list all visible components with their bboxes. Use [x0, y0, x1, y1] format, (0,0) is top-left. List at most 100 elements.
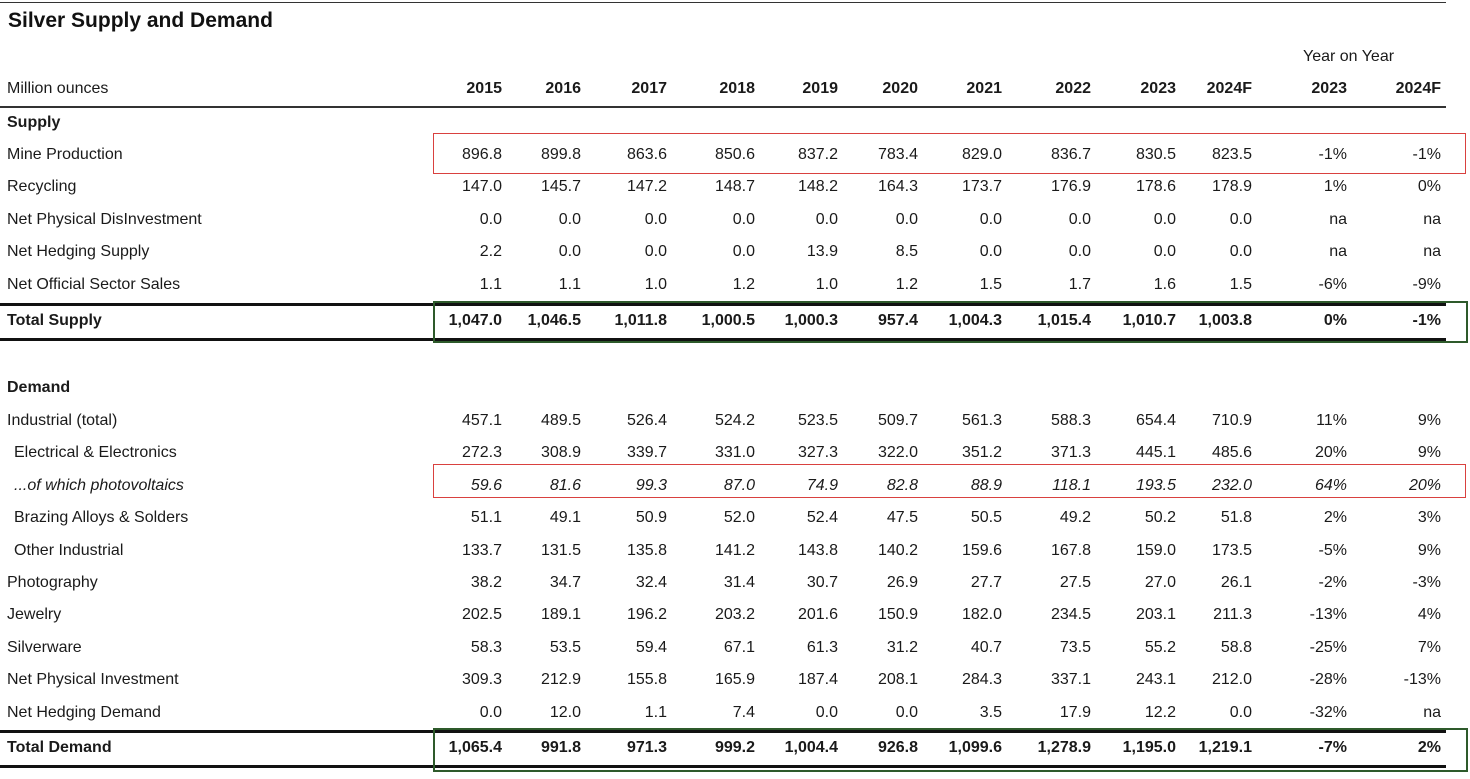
cell-2020: 31.2 — [886, 639, 918, 656]
cell-2017: 1.0 — [644, 276, 667, 293]
table-row-brazing-alloys-solders: Brazing Alloys & Solders 51.1 49.1 50.9 52.0… — [0, 503, 1446, 535]
cell-2022: 1,278.9 — [1037, 739, 1091, 756]
cell-2024F: 0.0 — [1229, 243, 1252, 260]
cell-2017: 99.3 — [635, 477, 667, 494]
cell-2024F: 51.8 — [1220, 509, 1252, 526]
yoy-cell-2024F: na — [1423, 243, 1441, 260]
cell-2018: 67.1 — [723, 639, 755, 656]
cell-2022: 234.5 — [1050, 606, 1091, 623]
year-header-2023: 2023 — [1140, 80, 1176, 97]
cell-2022: 73.5 — [1059, 639, 1091, 656]
cell-2019: 0.0 — [815, 211, 838, 228]
cell-2015: 1.1 — [479, 276, 502, 293]
cell-2016: 991.8 — [540, 739, 581, 756]
yoy-header-2023: 2023 — [1311, 80, 1347, 97]
cell-2021: 1,004.3 — [948, 312, 1002, 329]
cell-2019: 74.9 — [806, 477, 838, 494]
cell-2015: 272.3 — [461, 444, 502, 461]
cell-2016: 12.0 — [549, 704, 581, 721]
table-row-recycling: Recycling 147.0 145.7 147.2 148.7 148.2 164.3 1… — [0, 172, 1446, 204]
cell-2023: 27.0 — [1144, 574, 1176, 591]
cell-2020: 926.8 — [877, 739, 918, 756]
cell-2018: 331.0 — [714, 444, 755, 461]
cell-2020: 322.0 — [877, 444, 918, 461]
total-supply-rule-bottom — [0, 338, 1446, 341]
cell-2017: 339.7 — [626, 444, 667, 461]
yoy-cell-2024F: 20% — [1408, 477, 1441, 494]
cell-2017: 526.4 — [626, 412, 667, 429]
cell-2016: 0.0 — [558, 243, 581, 260]
table-row-net-physical-investment: Net Physical Investment 309.3 212.9 155.8 16… — [0, 665, 1446, 697]
row-label: Total Supply — [7, 312, 102, 329]
cell-2023: 243.1 — [1135, 671, 1176, 688]
cell-2015: 1,047.0 — [448, 312, 502, 329]
cell-2017: 50.9 — [635, 509, 667, 526]
table-row-of-which-photovoltaics: ...of which photovoltaics 59.6 81.6 99.3 87.… — [0, 471, 1446, 503]
cell-2022: 1.7 — [1068, 276, 1091, 293]
cell-2016: 1.1 — [558, 276, 581, 293]
total-demand-rule-bottom — [0, 765, 1446, 768]
cell-2022: 27.5 — [1059, 574, 1091, 591]
cell-2022: 118.1 — [1052, 477, 1091, 494]
row-label: Total Demand — [7, 739, 112, 756]
cell-2022: 836.7 — [1050, 146, 1091, 163]
yoy-cell-2024F: 3% — [1417, 509, 1441, 526]
cell-2015: 1,065.4 — [448, 739, 502, 756]
cell-2024F: 823.5 — [1211, 146, 1252, 163]
cell-2020: 509.7 — [877, 412, 918, 429]
cell-2017: 0.0 — [644, 211, 667, 228]
row-label: Silverware — [7, 639, 82, 656]
cell-2020: 47.5 — [886, 509, 918, 526]
cell-2019: 1,000.3 — [784, 312, 838, 329]
cell-2020: 82.8 — [886, 477, 918, 494]
row-label: Net Physical Investment — [7, 671, 179, 688]
cell-2024F: 0.0 — [1229, 211, 1252, 228]
cell-2018: 850.6 — [714, 146, 755, 163]
yoy-cell-2024F: -3% — [1412, 574, 1441, 591]
cell-2024F: 1,003.8 — [1198, 312, 1252, 329]
cell-2023: 159.0 — [1135, 542, 1176, 559]
cell-2016: 53.5 — [549, 639, 581, 656]
cell-2019: 61.3 — [806, 639, 838, 656]
cell-2016: 308.9 — [540, 444, 581, 461]
cell-2024F: 1,219.1 — [1198, 739, 1252, 756]
row-label: Net Hedging Demand — [7, 704, 161, 721]
cell-2024F: 232.0 — [1211, 477, 1252, 494]
cell-2024F: 26.1 — [1220, 574, 1252, 591]
year-header-2016: 2016 — [545, 80, 581, 97]
yoy-cell-2024F: 9% — [1417, 412, 1441, 429]
cell-2019: 30.7 — [806, 574, 838, 591]
cell-2016: 1,046.5 — [527, 312, 581, 329]
yoy-cell-2024F: -13% — [1403, 671, 1441, 688]
cell-2021: 1.5 — [979, 276, 1002, 293]
cell-2023: 55.2 — [1144, 639, 1176, 656]
cell-2017: 135.8 — [626, 542, 667, 559]
cell-2018: 52.0 — [723, 509, 755, 526]
cell-2020: 8.5 — [895, 243, 918, 260]
cell-2015: 0.0 — [479, 211, 502, 228]
cell-2024F: 0.0 — [1229, 704, 1252, 721]
yoy-cell-2023: -7% — [1318, 739, 1347, 756]
cell-2022: 17.9 — [1059, 704, 1091, 721]
cell-2020: 140.2 — [877, 542, 918, 559]
cell-2018: 0.0 — [732, 243, 755, 260]
cell-2017: 863.6 — [626, 146, 667, 163]
table-row-industrial-total: Industrial (total) 457.1 489.5 526.4 524.2 52… — [0, 406, 1446, 438]
cell-2015: 202.5 — [461, 606, 502, 623]
yoy-cell-2023: -6% — [1318, 276, 1347, 293]
cell-2015: 457.1 — [461, 412, 502, 429]
row-label: Recycling — [7, 178, 77, 195]
cell-2017: 1,011.8 — [614, 312, 668, 329]
row-label: Net Official Sector Sales — [7, 276, 181, 293]
yoy-cell-2024F: 4% — [1417, 606, 1441, 623]
table-row-other-industrial: Other Industrial 133.7 131.5 135.8 141.2 143.… — [0, 536, 1446, 568]
cell-2022: 49.2 — [1059, 509, 1091, 526]
cell-2021: 284.3 — [961, 671, 1002, 688]
table-row-net-physical-disinvestment: Net Physical DisInvestment 0.0 0.0 0.0 0.0 0.… — [0, 205, 1446, 237]
cell-2023: 193.5 — [1135, 477, 1176, 494]
table-row-net-hedging-supply: Net Hedging Supply 2.2 0.0 0.0 0.0 13.9 8.5 0.0… — [0, 237, 1446, 269]
cell-2017: 147.2 — [626, 178, 667, 195]
cell-2024F: 178.9 — [1211, 178, 1252, 195]
yoy-cell-2024F: -9% — [1412, 276, 1441, 293]
header-rule — [0, 106, 1446, 108]
